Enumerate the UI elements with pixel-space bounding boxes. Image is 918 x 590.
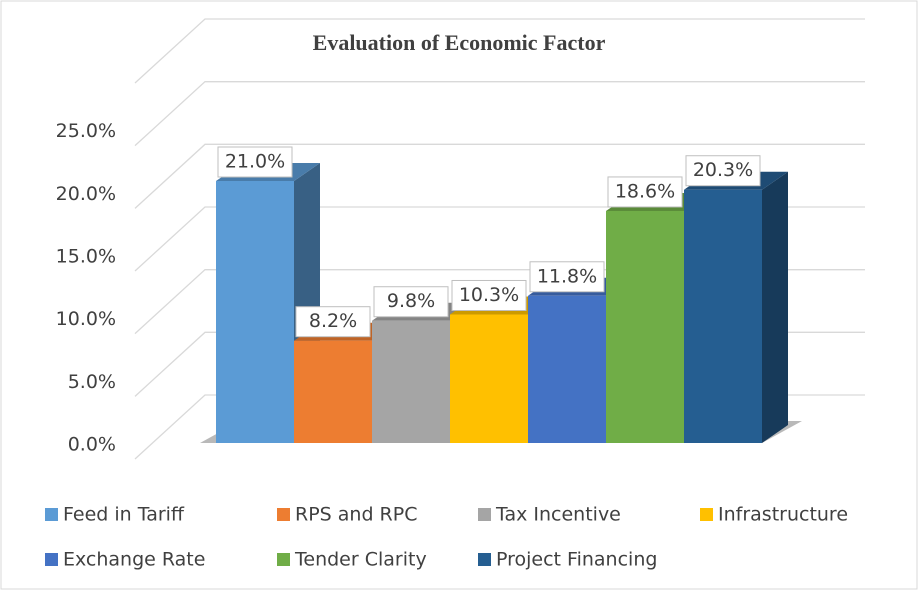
value-label: 18.6% bbox=[615, 180, 675, 202]
bar bbox=[528, 295, 606, 443]
legend-label: Exchange Rate bbox=[63, 549, 205, 571]
value-label: 11.8% bbox=[537, 265, 597, 287]
legend-swatch bbox=[700, 508, 713, 521]
y-tick-label: 20.0% bbox=[56, 183, 116, 205]
legend-label: Feed in Tariff bbox=[63, 504, 185, 526]
value-label: 21.0% bbox=[225, 151, 285, 173]
value-label: 8.2% bbox=[309, 310, 357, 332]
legend-label: Tax Incentive bbox=[495, 504, 621, 526]
legend-label: Project Financing bbox=[496, 549, 657, 571]
legend-swatch bbox=[478, 553, 491, 566]
value-label-box bbox=[217, 146, 293, 178]
legend-swatch bbox=[45, 553, 58, 566]
chart-title: Evaluation of Economic Factor bbox=[313, 30, 606, 55]
value-label-box bbox=[529, 261, 605, 293]
grid-line bbox=[134, 143, 865, 209]
value-label: 20.3% bbox=[693, 159, 753, 181]
y-tick-label: 0.0% bbox=[68, 434, 116, 456]
bar bbox=[216, 181, 294, 443]
bar bbox=[294, 340, 372, 443]
y-tick-label: 25.0% bbox=[56, 120, 116, 142]
legend-label: Tender Clarity bbox=[294, 549, 427, 571]
legend-swatch bbox=[277, 508, 290, 521]
value-label-box bbox=[685, 155, 761, 187]
bar bbox=[606, 210, 684, 443]
y-tick-label: 15.0% bbox=[56, 246, 116, 268]
value-label: 10.3% bbox=[459, 284, 519, 306]
legend-label: Infrastructure bbox=[718, 504, 848, 526]
bar bbox=[450, 314, 528, 443]
bar-side bbox=[762, 171, 788, 443]
bar bbox=[372, 320, 450, 443]
value-label-box bbox=[607, 176, 683, 208]
legend-label: RPS and RPC bbox=[295, 504, 417, 526]
legend-swatch bbox=[45, 508, 58, 521]
y-tick-label: 10.0% bbox=[56, 308, 116, 330]
value-label: 9.8% bbox=[387, 290, 435, 312]
value-label-box bbox=[295, 306, 371, 338]
legend-swatch bbox=[478, 508, 491, 521]
y-tick-label: 5.0% bbox=[68, 371, 116, 393]
value-label-box bbox=[451, 279, 527, 311]
value-label-box bbox=[373, 286, 449, 318]
back-wall-top bbox=[134, 18, 865, 84]
grid-line bbox=[134, 81, 865, 147]
legend-swatch bbox=[277, 553, 290, 566]
bar bbox=[684, 189, 762, 443]
